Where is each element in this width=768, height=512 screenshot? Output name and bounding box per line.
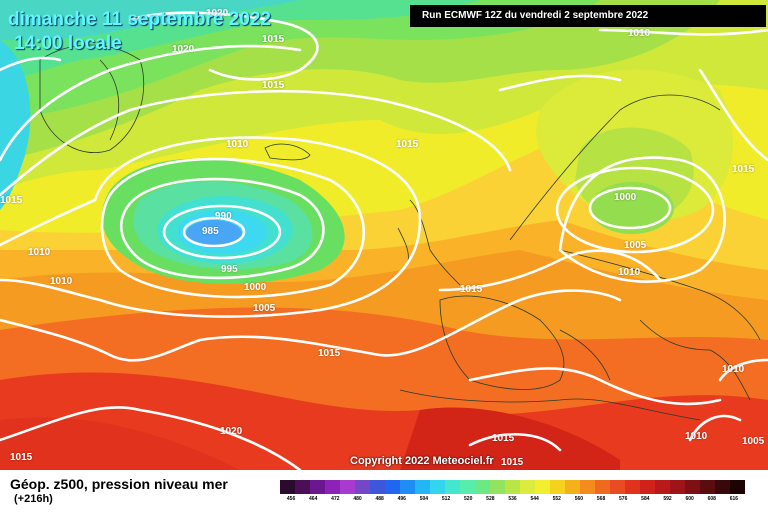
scale-swatch [280, 480, 295, 494]
isobar-label: 985 [202, 226, 219, 237]
scale-swatch [595, 480, 610, 494]
isobar-label: 1015 [262, 34, 285, 45]
scale-tick-label: 584 [641, 496, 650, 502]
isobar-label: 1010 [722, 364, 745, 375]
scale-tick-label: 608 [707, 496, 716, 502]
scale-swatch [565, 480, 580, 494]
scale-tick-label: 528 [486, 496, 495, 502]
isobar-label: 1010 [28, 247, 51, 258]
isobar-label: 995 [221, 264, 238, 275]
scale-swatch [505, 480, 520, 494]
scale-swatch [460, 480, 475, 494]
lead-time: (+216h) [14, 493, 53, 505]
scale-swatch [370, 480, 385, 494]
scale-swatch [415, 480, 430, 494]
scale-tick-label: 520 [464, 496, 473, 502]
run-info-text: Run ECMWF 12Z du vendredi 2 septembre 20… [422, 10, 649, 21]
scale-tick-label: 456 [286, 496, 296, 502]
scale-swatch [295, 480, 310, 494]
scale-swatch [310, 480, 325, 494]
scale-tick-label: 568 [596, 496, 606, 502]
isobar-label: 1015 [396, 139, 419, 150]
legend-panel: Géop. z500, pression niveau mer (+216h) … [0, 470, 768, 512]
isobar-label: 1020 [206, 8, 229, 19]
isobar-label: 1010 [685, 431, 708, 442]
scale-tick-label: 536 [508, 496, 517, 502]
isobar-label: 1010 [226, 139, 249, 150]
scale-swatch [685, 480, 700, 494]
scale-swatch [670, 480, 685, 494]
isobar-label: 1020 [220, 426, 243, 437]
scale-tick-label: 504 [419, 496, 429, 502]
scale-swatch [325, 480, 340, 494]
isobar-label: 990 [215, 211, 232, 222]
scale-tick-label: 616 [729, 496, 739, 502]
scale-tick-label: 560 [574, 496, 584, 502]
scale-swatch [550, 480, 565, 494]
isobar-label: 1010 [628, 28, 651, 39]
isobar-label: 1000 [614, 192, 637, 203]
isobar-label: 1015 [10, 452, 33, 463]
scale-swatch [655, 480, 670, 494]
isobar-label: 1015 [0, 195, 23, 206]
scale-swatch [610, 480, 625, 494]
scale-swatch [385, 480, 400, 494]
scale-swatch [535, 480, 550, 494]
isobar-label: 1015 [732, 164, 755, 175]
isobar-label: 1020 [172, 44, 195, 55]
isobar-label: 1015 [501, 457, 524, 468]
scale-tick-label: 552 [552, 496, 561, 502]
scale-swatch [700, 480, 715, 494]
scale-swatch [580, 480, 595, 494]
scale-swatch [475, 480, 490, 494]
copyright-text: Copyright 2022 Meteociel.fr [350, 455, 494, 467]
scale-swatch [340, 480, 355, 494]
isobar-label: 1015 [460, 284, 483, 295]
run-info-banner: Run ECMWF 12Z du vendredi 2 septembre 20… [410, 5, 766, 27]
scale-swatch [490, 480, 505, 494]
isobar-label: 1015 [262, 80, 285, 91]
isobar-label: 1005 [742, 436, 765, 447]
scale-swatch [520, 480, 535, 494]
scale-tick-label: 464 [309, 496, 318, 502]
scale-swatch [355, 480, 370, 494]
weather-map: 1020 1015 1020 1010 1015 1015 1010 1015 … [0, 0, 768, 470]
scale-swatch [445, 480, 460, 494]
scale-tick-label: 544 [530, 496, 539, 502]
scale-swatch [430, 480, 445, 494]
scale-swatch [640, 480, 655, 494]
scale-swatch [400, 480, 415, 494]
isobar-label: 1010 [50, 276, 73, 287]
pressure-field-layer [0, 0, 768, 470]
scale-tick-label: 488 [375, 496, 384, 502]
scale-tick-label: 480 [353, 496, 362, 502]
scale-tick-label: 592 [663, 496, 672, 502]
scale-tick-label: 496 [397, 496, 406, 502]
scale-tick-label: 472 [331, 496, 340, 502]
forecast-date: dimanche 11 septembre 2022 [8, 9, 271, 30]
legend-title: Géop. z500, pression niveau mer [10, 476, 228, 492]
scale-tick-label: 512 [441, 496, 451, 502]
scale-swatch [730, 480, 745, 494]
isobar-label: 1005 [253, 303, 276, 314]
scale-swatch [625, 480, 640, 494]
scale-swatch [715, 480, 730, 494]
isobar-label: 1015 [318, 348, 341, 359]
scale-tick-label: 576 [619, 496, 628, 502]
isobar-label: 1005 [624, 240, 647, 251]
isobar-label: 1015 [492, 433, 515, 444]
isobar-label: 1010 [618, 267, 641, 278]
forecast-time: 14:00 locale [14, 33, 122, 54]
isobar-label: 1000 [244, 282, 267, 293]
color-scale: 456 464 472 480 488 496 504 512 520 528 536 544 552 5… [280, 480, 746, 508]
scale-tick-label: 600 [685, 496, 694, 502]
